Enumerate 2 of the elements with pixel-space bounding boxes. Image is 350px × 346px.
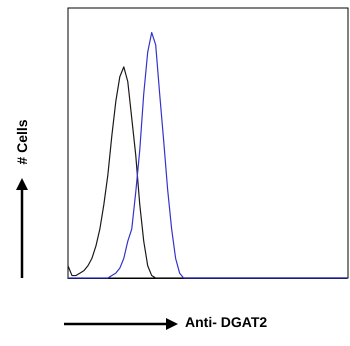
y-axis-title: # Cells [14,119,30,165]
x-axis-title: Anti- DGAT2 [185,314,268,330]
